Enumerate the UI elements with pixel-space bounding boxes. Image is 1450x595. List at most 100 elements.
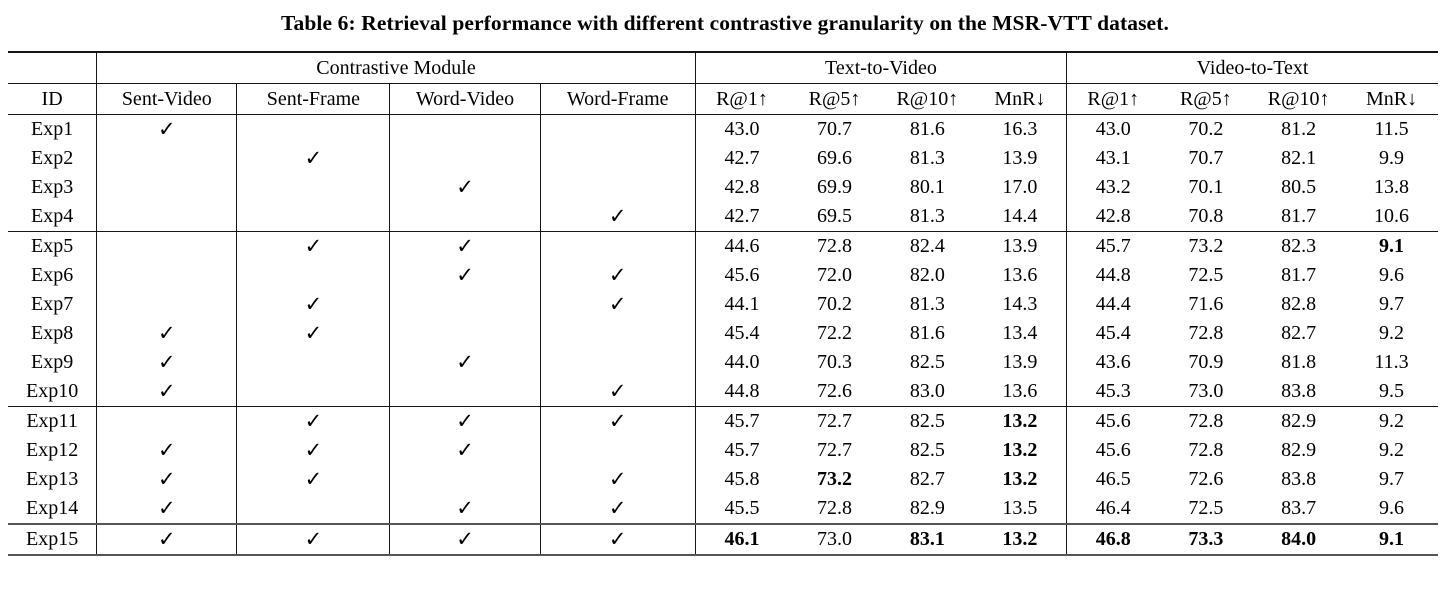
cell-check-sent-video: ✓ <box>96 494 238 524</box>
cell-check-sent-frame: ✓ <box>236 319 391 348</box>
cell-t2v-r10: 82.5 <box>880 406 974 436</box>
cell-t2v-r1: 45.7 <box>724 439 760 461</box>
cell-v2t-r5: 72.8 <box>1159 406 1253 436</box>
cell-experiment-id: Exp7 <box>8 290 98 319</box>
cell-t2v-r5: 72.7 <box>817 439 853 461</box>
checkmark-icon: ✓ <box>608 379 627 403</box>
cell-check-word-frame: ✓ <box>540 406 696 436</box>
checkmark-icon: ✓ <box>304 234 323 258</box>
cell-t2v-r5: 69.6 <box>817 147 853 169</box>
cell-check-sent-frame <box>236 202 391 232</box>
table-row: Exp1 ✓ 43.0 70.7 81.6 16.3 43.0 70.2 81.2 11.5 <box>8 114 1438 144</box>
cell-v2t-r5: 73.0 <box>1188 380 1224 402</box>
checkmark-icon: ✓ <box>608 527 627 551</box>
cell-t2v-r5: 70.2 <box>817 293 853 315</box>
column-header-sent-frame: Sent-Frame <box>236 83 391 115</box>
cell-t2v-mnr: 13.9 <box>973 144 1068 173</box>
checkmark-icon: ✓ <box>157 467 176 491</box>
cell-check-word-frame <box>540 231 696 261</box>
cell-check-word-frame: ✓ <box>540 261 696 290</box>
cell-check-sent-frame: ✓ <box>236 144 391 173</box>
cell-check-sent-frame: ✓ <box>236 436 391 465</box>
cell-check-word-frame: ✓ <box>540 377 696 407</box>
cell-check-sent-video: ✓ <box>96 114 238 144</box>
checkmark-icon: ✓ <box>456 496 474 520</box>
checkmark-icon: ✓ <box>456 409 474 433</box>
cell-v2t-r1: 43.2 <box>1095 176 1131 198</box>
cell-check-sent-frame <box>236 377 391 407</box>
cell-v2t-r1: 43.1 <box>1095 147 1131 169</box>
cell-v2t-r10: 81.7 <box>1281 264 1317 286</box>
cell-t2v-r5: 73.2 <box>817 468 853 490</box>
cell-check-sent-video: ✓ <box>96 436 238 465</box>
cell-t2v-r5: 72.8 <box>817 497 853 519</box>
cell-t2v-r1: 42.7 <box>724 147 760 169</box>
cell-check-word-frame <box>540 114 696 144</box>
cell-t2v-mnr: 16.3 <box>973 114 1068 144</box>
checkmark-icon: ✓ <box>157 117 176 141</box>
cell-check-word-video <box>389 465 541 494</box>
cell-v2t-mnr: 9.5 <box>1379 380 1405 402</box>
table-row: Exp7 ✓ ✓ 44.1 70.2 81.3 14.3 44.4 71.6 82.8 9.7 <box>8 290 1438 319</box>
cell-t2v-r10: 83.0 <box>909 380 945 402</box>
cell-check-sent-video: ✓ <box>96 377 238 407</box>
cell-check-word-frame <box>540 348 696 377</box>
column-header-id: ID <box>8 83 98 115</box>
cell-t2v-r1: 44.6 <box>695 231 789 261</box>
table-row: Exp3 ✓ 42.8 69.9 80.1 17.0 43.2 70.1 80.5 13.8 <box>8 173 1438 202</box>
cell-t2v-r5: 72.7 <box>788 406 881 436</box>
cell-v2t-r10: 83.8 <box>1281 468 1317 490</box>
cell-check-word-video: ✓ <box>389 494 541 524</box>
group-header-row: Contrastive Module Text-to-Video Video-t… <box>8 52 1438 84</box>
cell-t2v-r5: 69.5 <box>817 205 853 227</box>
cell-t2v-mnr: 17.0 <box>973 173 1068 202</box>
cell-v2t-r5: 73.3 <box>1159 523 1253 555</box>
cell-t2v-r10: 81.6 <box>909 118 945 140</box>
cell-check-word-video: ✓ <box>389 231 541 261</box>
column-header-v2t-r10: R@10↑ <box>1252 83 1346 115</box>
cell-v2t-r1: 46.4 <box>1095 497 1131 519</box>
cell-t2v-r1: 45.4 <box>724 322 760 344</box>
cell-t2v-r10: 80.1 <box>909 176 945 198</box>
cell-v2t-mnr: 9.2 <box>1379 322 1405 344</box>
cell-v2t-mnr: 9.6 <box>1379 264 1405 286</box>
checkmark-icon: ✓ <box>304 409 323 433</box>
column-header-sent-video: Sent-Video <box>96 83 238 115</box>
cell-check-word-video <box>389 144 541 173</box>
cell-t2v-mnr: 13.2 <box>973 465 1068 494</box>
table-row: Exp12 ✓ ✓ ✓ 45.7 72.7 82.5 13.2 45.6 72.8 82.9 9.2 <box>8 436 1438 465</box>
group-header-text-to-video: Text-to-Video <box>695 52 1068 84</box>
cell-t2v-r5: 72.6 <box>817 380 853 402</box>
column-header-t2v-mnr: MnR↓ <box>973 83 1068 115</box>
cell-v2t-r5: 72.8 <box>1188 322 1224 344</box>
cell-v2t-mnr: 9.1 <box>1345 523 1438 555</box>
checkmark-icon: ✓ <box>456 263 474 287</box>
cell-t2v-r5: 70.3 <box>817 351 853 373</box>
checkmark-icon: ✓ <box>456 527 474 551</box>
column-header-word-video: Word-Video <box>389 83 541 115</box>
cell-v2t-r1: 45.7 <box>1066 231 1160 261</box>
cell-t2v-r5: 70.7 <box>817 118 853 140</box>
cell-check-sent-frame <box>236 261 391 290</box>
cell-check-sent-video: ✓ <box>96 348 238 377</box>
cell-experiment-id: Exp13 <box>8 465 98 494</box>
table-caption: Table 6: Retrieval performance with diff… <box>281 11 1169 35</box>
cell-experiment-id: Exp2 <box>8 144 98 173</box>
table-row: Exp11 ✓ ✓ ✓ 45.7 72.7 82.5 13.2 45.6 72.8 82.9 9.2 <box>8 406 1438 436</box>
cell-v2t-r1: 42.8 <box>1095 205 1131 227</box>
cell-check-word-video: ✓ <box>389 261 541 290</box>
cell-check-sent-video <box>96 261 238 290</box>
cell-check-sent-frame: ✓ <box>236 231 391 261</box>
cell-check-sent-video <box>96 173 238 202</box>
column-header-v2t-mnr: MnR↓ <box>1345 83 1438 115</box>
cell-v2t-mnr: 9.6 <box>1379 497 1405 519</box>
cell-t2v-r1: 42.8 <box>724 176 760 198</box>
cell-t2v-r1: 45.7 <box>695 406 789 436</box>
column-header-t2v-r5: R@5↑ <box>788 83 881 115</box>
checkmark-icon: ✓ <box>157 527 176 551</box>
column-header-v2t-r1: R@1↑ <box>1066 83 1160 115</box>
column-header-v2t-r5: R@5↑ <box>1159 83 1253 115</box>
cell-v2t-r1: 43.0 <box>1095 118 1131 140</box>
table-row: Exp14 ✓ ✓ ✓ 45.5 72.8 82.9 13.5 46.4 72.5 83.7 9.6 <box>8 494 1438 524</box>
checkmark-icon: ✓ <box>157 496 176 520</box>
